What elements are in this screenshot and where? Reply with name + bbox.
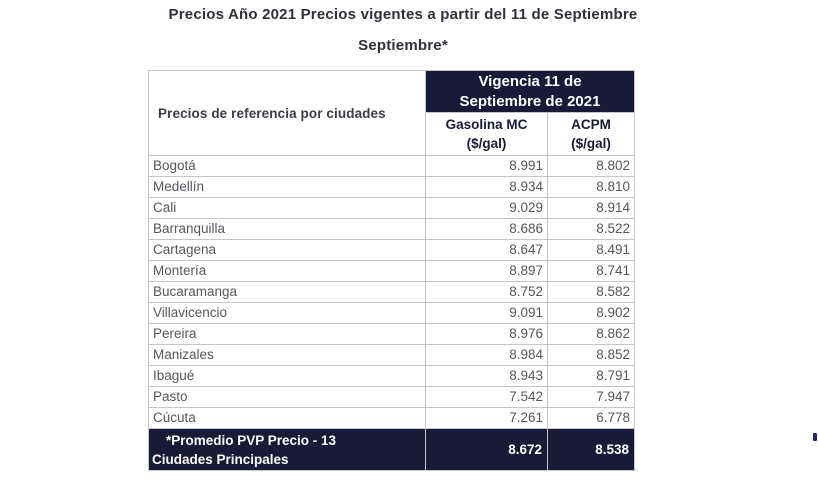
city-cell: Pereira [148,323,426,345]
table-row: Cúcuta 7.261 6.778 [148,407,635,429]
column-unit-acpm: ($/gal) [571,136,611,151]
acpm-price-cell: 8.852 [547,344,635,366]
table-row: Cartagena 8.647 8.491 [148,239,635,261]
page-title-line2: Septiembre* [358,37,448,54]
summary-row: *Promedio PVP Precio - 13 Ciudades Princ… [148,428,635,471]
city-cell: Cartagena [148,239,426,261]
acpm-price-cell: 8.914 [547,197,635,219]
table-row: Cali 9.029 8.914 [148,197,635,219]
city-cell: Cúcuta [148,407,426,429]
acpm-price-cell: 8.862 [547,323,635,345]
acpm-price-cell: 8.902 [547,302,635,324]
page-title-line1: Precios Año 2021 Precios vigentes a part… [168,6,638,23]
summary-label: *Promedio PVP Precio - 13 Ciudades Princ… [148,428,426,471]
table-row: Ibagué 8.943 8.791 [148,365,635,387]
summary-gasolina-value: 8.672 [425,428,548,471]
city-cell: Medellín [148,176,426,198]
summary-acpm-value: 8.538 [547,428,635,471]
gasolina-price-cell: 8.647 [425,239,548,261]
row-header-cell: Precios de referencia por ciudades [148,70,426,156]
acpm-price-cell: 8.810 [547,176,635,198]
city-cell: Cali [148,197,426,219]
city-cell: Ibagué [148,365,426,387]
acpm-price-cell: 8.802 [547,155,635,177]
table-row: Bogotá 8.991 8.802 [148,155,635,177]
gasolina-price-cell: 9.029 [425,197,548,219]
header-row-group: Precios de referencia por ciudades Vigen… [148,70,635,156]
acpm-price-cell: 8.582 [547,281,635,303]
table-row: Villavicencio 9.091 8.902 [148,302,635,324]
acpm-price-cell: 7.947 [547,386,635,408]
column-label-gasolina: Gasolina MC [445,117,528,132]
gasolina-price-cell: 8.991 [425,155,548,177]
city-cell: Pasto [148,386,426,408]
gasolina-price-cell: 8.686 [425,218,548,240]
city-cell: Manizales [148,344,426,366]
column-header-gasolina: Gasolina MC ($/gal) [425,112,548,156]
gasolina-price-cell: 8.976 [425,323,548,345]
acpm-price-cell: 8.491 [547,239,635,261]
price-table: Precios de referencia por ciudades Vigen… [148,70,635,471]
gasolina-price-cell: 9.091 [425,302,548,324]
gasolina-price-cell: 8.897 [425,260,548,282]
table-row: Pereira 8.976 8.862 [148,323,635,345]
acpm-price-cell: 6.778 [547,407,635,429]
summary-label-line2: Ciudades Principales [152,451,289,467]
group-header-text: Vigencia 11 de Septiembre de 2021 [459,72,601,110]
city-cell: Bogotá [148,155,426,177]
table-row: Medellín 8.934 8.810 [148,176,635,198]
acpm-price-cell: 8.791 [547,365,635,387]
city-cell: Montería [148,260,426,282]
scrollbar-thumb-fragment[interactable] [813,433,817,441]
column-unit-gasolina: ($/gal) [466,136,507,151]
acpm-price-cell: 8.741 [547,260,635,282]
city-cell: Villavicencio [148,302,426,324]
table-row: Montería 8.897 8.741 [148,260,635,282]
acpm-price-cell: 8.522 [547,218,635,240]
city-cell: Barranquilla [148,218,426,240]
table-row: Barranquilla 8.686 8.522 [148,218,635,240]
group-header-cell: Vigencia 11 de Septiembre de 2021 [425,70,635,113]
gasolina-price-cell: 7.542 [425,386,548,408]
gasolina-price-cell: 8.934 [425,176,548,198]
header-row-columns: Gasolina MC ($/gal) ACPM ($/gal) [149,112,635,156]
column-label-acpm: ACPM [571,117,611,132]
price-table-body: Bogotá 8.991 8.802 Medellín 8.934 8.810 … [148,155,635,429]
gasolina-price-cell: 8.984 [425,344,548,366]
summary-label-line1: *Promedio PVP Precio - 13 [166,432,337,448]
city-cell: Bucaramanga [148,281,426,303]
table-row: Bucaramanga 8.752 8.582 [148,281,635,303]
gasolina-price-cell: 8.943 [425,365,548,387]
column-header-acpm: ACPM ($/gal) [547,112,635,156]
page-title: Precios Año 2021 Precios vigentes a part… [0,7,806,54]
gasolina-price-cell: 8.752 [425,281,548,303]
gasolina-price-cell: 7.261 [425,407,548,429]
table-row: Manizales 8.984 8.852 [148,344,635,366]
table-row: Pasto 7.542 7.947 [148,386,635,408]
